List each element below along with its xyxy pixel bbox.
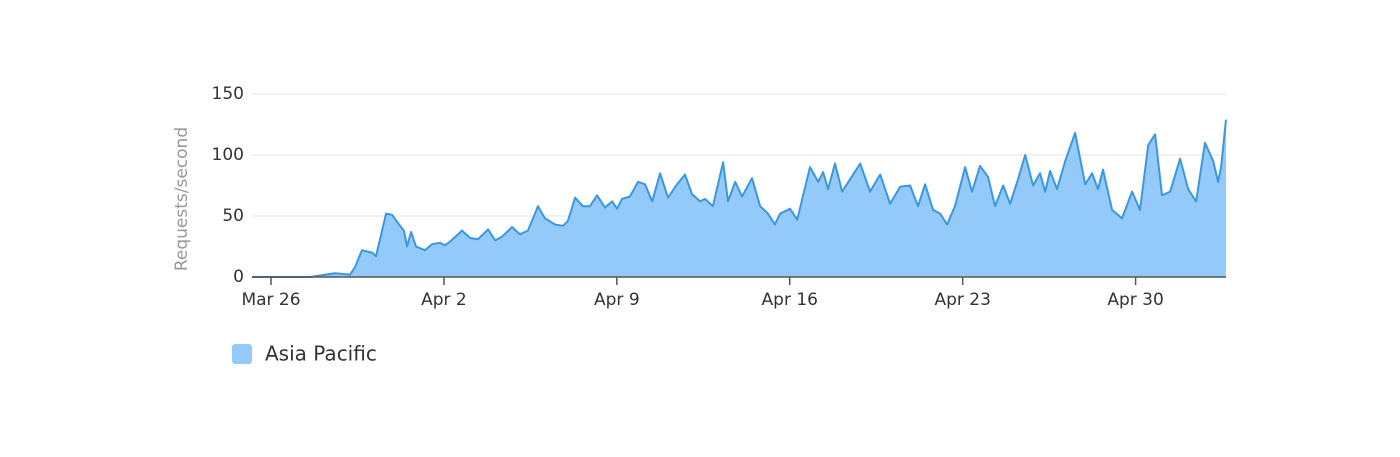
y-tick-label: 100 xyxy=(212,145,244,165)
x-tick-label: Apr 16 xyxy=(762,290,818,310)
y-tick-label: 150 xyxy=(212,84,244,104)
area-line xyxy=(252,119,1227,278)
legend-label: Asia Pacific xyxy=(265,342,377,366)
x-tick-label: Apr 30 xyxy=(1107,290,1163,310)
legend-swatch xyxy=(232,344,252,364)
y-tick-label: 0 xyxy=(233,267,244,287)
area-fill xyxy=(252,119,1226,277)
y-axis-label: Requests/second xyxy=(172,127,192,271)
x-tick-label: Apr 9 xyxy=(594,290,640,310)
y-tick-label: 50 xyxy=(222,206,244,226)
x-tick-label: Mar 26 xyxy=(241,290,300,310)
x-tick-label: Apr 23 xyxy=(934,290,990,310)
x-tick-label: Apr 2 xyxy=(421,290,467,310)
